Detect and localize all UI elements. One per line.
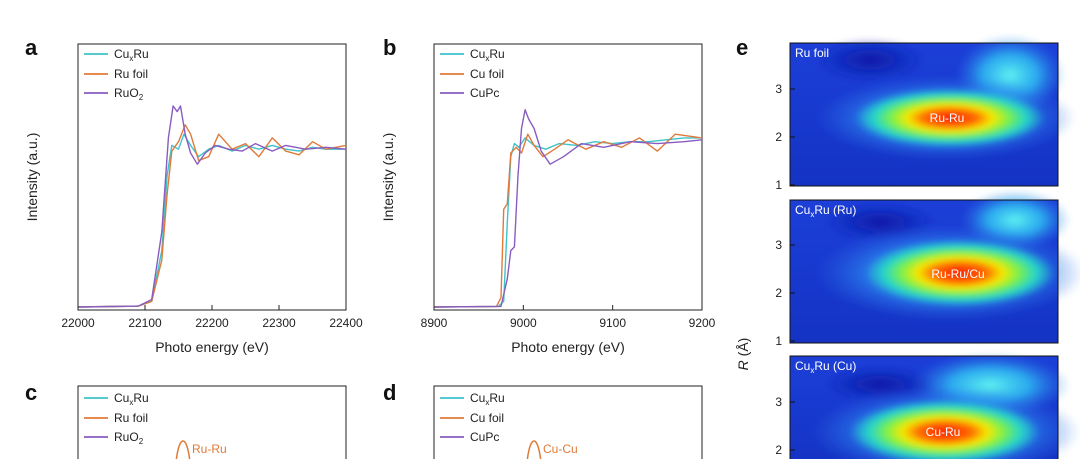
legend-entry-c-0: CuxRu [114,391,149,407]
heatmap-blob-2d [865,240,1055,306]
series-group-a [77,105,347,308]
heatmap-ytick-3-1: 2 [775,443,782,457]
heatmap-ytick-2-2: 2 [775,286,782,300]
heatmap-cuxru-cu: CuxRu (Cu) Cu-Ru 2 3 [775,353,1080,459]
panel-c: c CuxRu Ru foil RuO2 Ru-Ru [25,380,347,459]
peak-curve-d [526,440,542,459]
heatmap-ytick-marks-1 [790,88,795,186]
heatmap-ytick-2-1: 1 [775,334,782,348]
plot-frame-b [433,43,703,311]
x-axis-label-a: Photo energy (eV) [155,339,269,355]
heatmap-peak-label-1: Ru-Ru [930,111,965,125]
x-tick-label-a-4: 22400 [329,316,363,330]
heatmap-frame-1 [789,42,1059,187]
series-line-a-2 [77,105,347,308]
legend-d: CuxRu Cu foil CuPc [440,391,505,444]
series-line-b-2 [433,109,703,308]
heatmap-frame-3 [789,355,1059,459]
series-line-a-1 [77,124,347,308]
heatmap-ytick-1-2: 2 [775,130,782,144]
heatmap-title-2: CuxRu (Ru) [795,203,856,219]
panel-e: e R (Å) Ru foil Ru-Ru 1 2 3 [735,35,1080,459]
x-tick-label-b-3: 9200 [689,316,716,330]
x-tick-label-a-0: 22000 [61,316,95,330]
heatmap-frame-2 [789,199,1059,344]
legend-entry-b-2: CuPc [470,86,499,100]
x-ticks-a: 22000 22100 22200 22300 22400 [61,305,363,330]
series-line-b-0 [433,137,702,308]
legend-a: CuxRu Ru foil RuO2 [84,47,149,102]
peak-annotation-d: Cu-Cu [543,442,578,456]
heatmap-ytick-1-1: 1 [775,178,782,192]
heatmap-blob-1b [815,38,925,82]
x-tick-label-a-2: 22200 [195,316,229,330]
series-line-a-0 [77,133,346,308]
x-tick-label-a-3: 22300 [262,316,296,330]
heatmap-title-3: CuxRu (Cu) [795,359,856,375]
panel-letter-a: a [25,35,38,60]
legend-c: CuxRu Ru foil RuO2 [84,391,149,446]
panel-b: b 8900 9000 9100 9200 Photo energy (eV) Int… [380,35,716,355]
legend-b: CuxRu Cu foil CuPc [440,47,505,100]
x-tick-label-b-2: 9100 [599,316,626,330]
legend-entry-d-0: CuxRu [470,391,505,407]
heatmap-ytick-3-2: 3 [775,395,782,409]
x-tick-label-b-0: 8900 [421,316,448,330]
x-ticks-b: 8900 9000 9100 9200 [421,305,716,330]
panel-letter-c: c [25,380,37,405]
x-axis-label-b: Photo energy (eV) [511,339,625,355]
legend-entry-d-1: Cu foil [470,411,504,425]
x-tick-label-b-1: 9000 [510,316,537,330]
heatmap-ru-foil: Ru foil Ru-Ru 1 2 3 [775,35,1075,192]
panel-d: d CuxRu Cu foil CuPc Cu-Cu [383,380,703,459]
plot-frame-a [77,43,347,311]
legend-entry-c-2: RuO2 [114,430,144,446]
plot-frame-c [77,385,347,459]
legend-entry-a-2: RuO2 [114,86,144,102]
peak-annotation-c: Ru-Ru [192,442,227,456]
y-axis-label-b: Intensity (a.u.) [380,133,396,222]
panel-a: a 22000 22100 22200 22300 22400 Photo energy… [24,35,363,355]
legend-entry-b-0: CuxRu [470,47,505,63]
heatmap-peak-label-2: Ru-Ru/Cu [931,267,984,281]
heatmap-cuxru-ru: CuxRu (Ru) Ru-Ru/Cu 1 2 3 [775,190,1080,348]
plot-frame-d [433,385,703,459]
legend-entry-b-1: Cu foil [470,67,504,81]
heatmap-blob-1d [855,89,1045,147]
series-line-b-1 [433,133,703,308]
panel-letter-d: d [383,380,396,405]
panel-letter-b: b [383,35,396,60]
heatmap-blob-3d [850,400,1040,459]
legend-entry-d-2: CuPc [470,430,499,444]
heatmap-peak-label-3: Cu-Ru [926,425,961,439]
series-group-b [433,109,703,308]
heatmap-ytick-1-3: 3 [775,82,782,96]
legend-entry-a-0: CuxRu [114,47,149,63]
panel-letter-e: e [736,35,748,60]
heatmap-y-axis-label: R (Å) [735,338,751,371]
heatmap-ytick-marks-3 [790,401,795,451]
y-axis-label-a: Intensity (a.u.) [24,133,40,222]
peak-curve-c [175,440,191,459]
x-tick-label-a-1: 22100 [128,316,162,330]
legend-entry-a-1: Ru foil [114,67,148,81]
heatmap-ytick-marks-2 [790,244,795,342]
heatmap-title-1: Ru foil [795,46,829,60]
legend-entry-c-1: Ru foil [114,411,148,425]
heatmap-ytick-2-3: 3 [775,238,782,252]
